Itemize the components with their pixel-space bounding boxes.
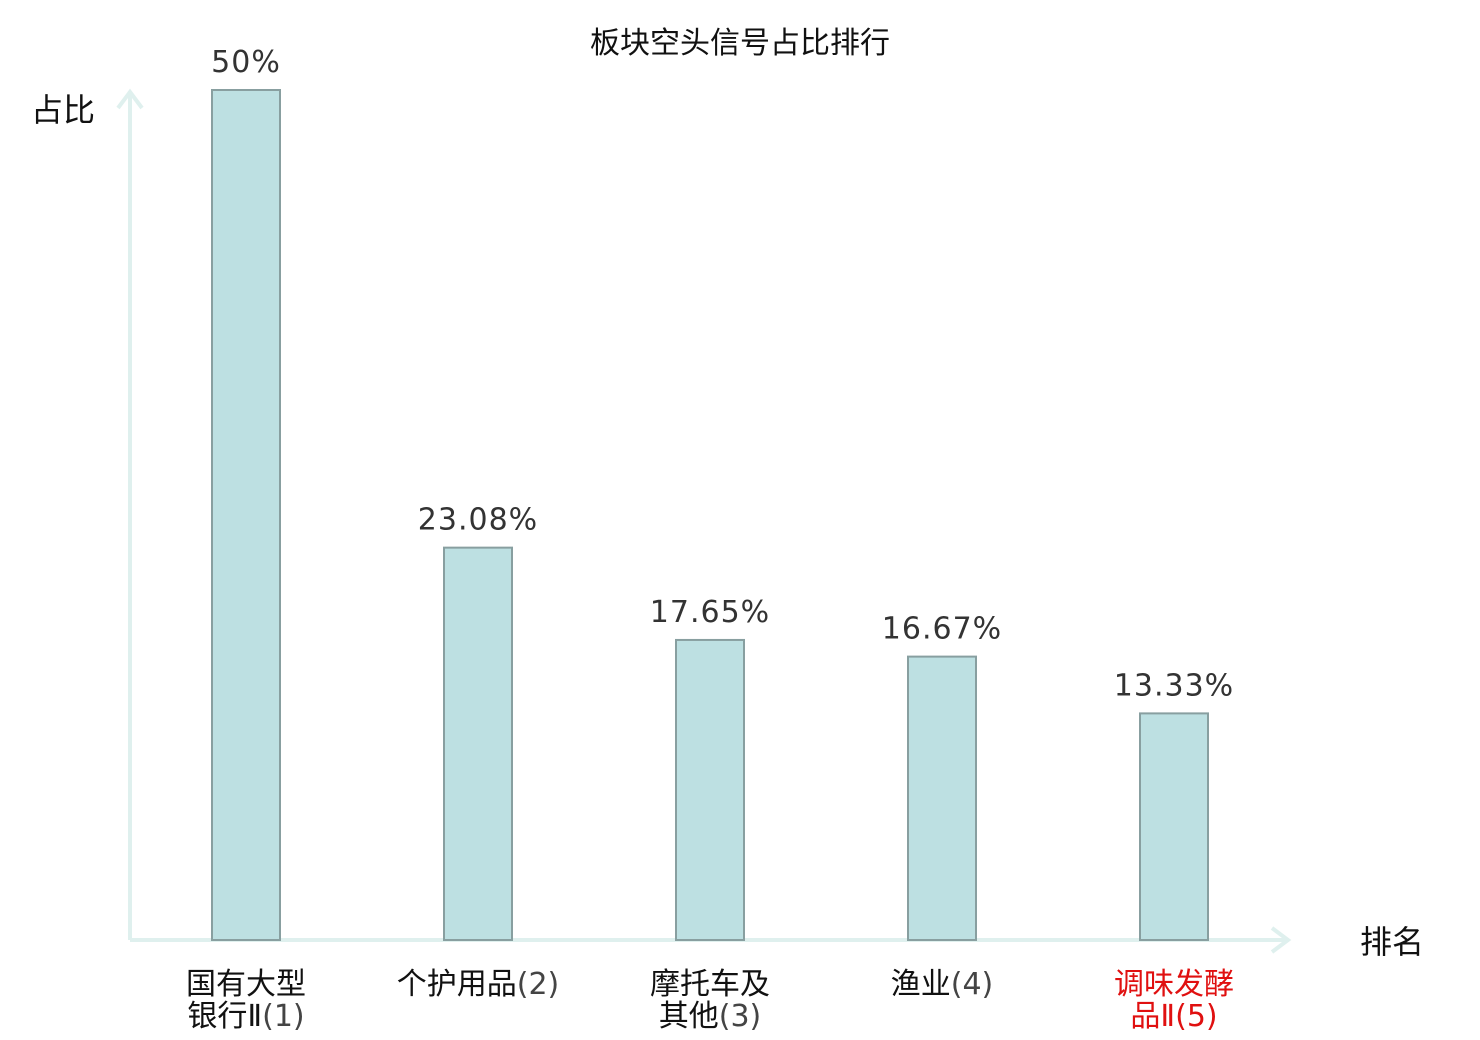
category-label-line: 品Ⅱ xyxy=(1130,999,1175,1034)
category-label-line: 渔业 xyxy=(891,967,951,1002)
data-label-3: 17.65% xyxy=(650,595,770,630)
category-label-line: 摩托车及 xyxy=(650,967,770,1002)
category-rank: (1) xyxy=(262,999,305,1034)
data-label-4: 16.67% xyxy=(882,612,1002,647)
data-label-2: 23.08% xyxy=(418,503,538,538)
x-axis-label: 排名 xyxy=(1360,923,1424,961)
category-label-line: 其他 xyxy=(659,999,719,1034)
bar-2 xyxy=(443,546,513,941)
category-rank: (3) xyxy=(719,999,762,1034)
data-label-5: 13.33% xyxy=(1114,668,1234,703)
y-axis xyxy=(116,88,144,940)
chart-title: 板块空头信号占比排行 xyxy=(590,26,890,61)
bar-5 xyxy=(1139,712,1209,942)
category-label-2: 个护用品(2) xyxy=(397,967,560,1002)
category-rank: (4) xyxy=(951,967,994,1002)
category-label-5: 调味发酵品Ⅱ(5) xyxy=(1114,967,1234,1034)
category-label-1: 国有大型银行Ⅱ(1) xyxy=(186,967,306,1034)
category-label-line: 个护用品 xyxy=(397,967,517,1002)
category-label-3: 摩托车及其他(3) xyxy=(650,967,770,1034)
category-rank: (5) xyxy=(1175,999,1218,1034)
y-axis-label: 占比 xyxy=(31,91,95,129)
category-label-line: 银行Ⅱ xyxy=(187,999,262,1034)
category-label-line: 调味发酵 xyxy=(1114,967,1234,1002)
category-label-4: 渔业(4) xyxy=(891,967,994,1002)
bar-1 xyxy=(211,89,281,941)
value-labels-group: 50% 23.08% 17.65% 16.67% 13.33% xyxy=(211,45,1234,703)
bar-3 xyxy=(675,638,745,941)
category-labels-group: 国有大型银行Ⅱ(1) 个护用品(2) 摩托车及其他(3) 渔业(4) 调味发酵品Ⅱ(5) xyxy=(186,967,1234,1034)
category-label-line: 国有大型 xyxy=(186,967,306,1002)
bars-group xyxy=(211,89,1209,942)
category-rank: (2) xyxy=(517,967,560,1002)
bar-4 xyxy=(907,655,977,941)
data-label-1: 50% xyxy=(211,45,281,80)
